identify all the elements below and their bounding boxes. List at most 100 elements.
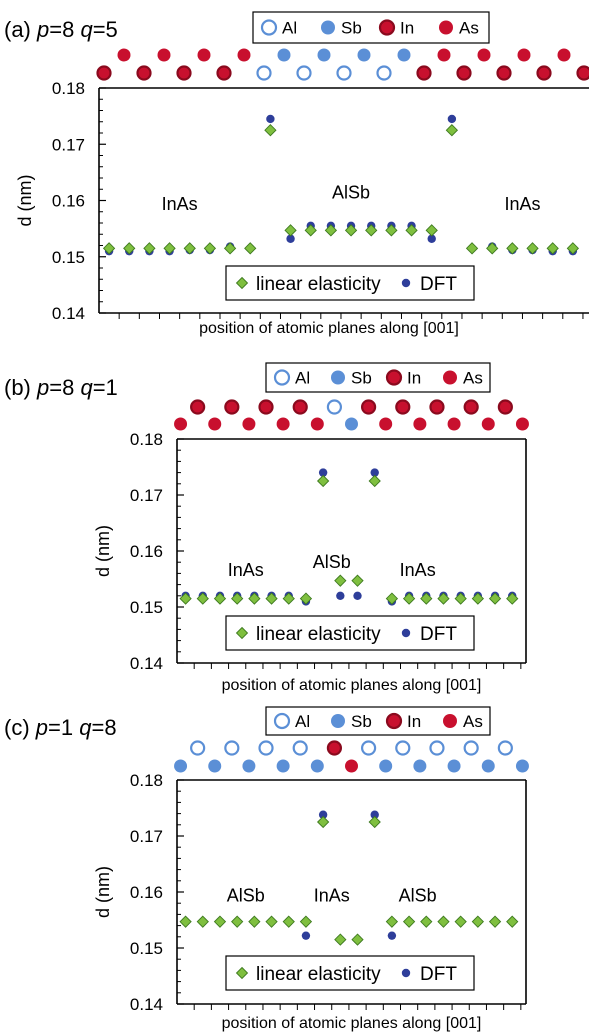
linear-elasticity-point bbox=[405, 224, 418, 237]
atom-in-core bbox=[460, 69, 468, 77]
linear-elasticity-point bbox=[213, 592, 227, 605]
y-tick-label: 0.15 bbox=[52, 248, 85, 267]
linear-elasticity-point bbox=[264, 124, 277, 137]
atom-al bbox=[336, 65, 352, 81]
atom-al bbox=[224, 740, 240, 756]
y-tick-label: 0.18 bbox=[130, 430, 163, 449]
linear-elasticity-point bbox=[488, 592, 502, 605]
region-label: AlSb bbox=[227, 886, 265, 906]
linear-elasticity-point bbox=[163, 242, 176, 255]
panel-label: (b) p=8 q=1 bbox=[4, 375, 118, 400]
y-tick-label: 0.18 bbox=[130, 771, 163, 790]
atom-sb bbox=[242, 759, 256, 773]
region-label: AlSb bbox=[332, 182, 370, 202]
linear-elasticity-point bbox=[123, 242, 136, 255]
dft-point bbox=[353, 591, 362, 600]
legend-atom-label-as: As bbox=[463, 369, 483, 388]
legend-atom-label-in: In bbox=[407, 712, 421, 731]
atom-as bbox=[515, 417, 529, 431]
atom-as bbox=[237, 48, 251, 62]
x-axis-label: position of atomic planes along [001] bbox=[222, 1015, 482, 1032]
atom-as bbox=[437, 48, 451, 62]
y-axis-label: d (nm) bbox=[15, 174, 35, 226]
linear-elasticity-point bbox=[265, 592, 278, 605]
atom-as bbox=[208, 417, 222, 431]
legend-atom-sb bbox=[321, 20, 335, 35]
linear-elasticity-point bbox=[471, 592, 484, 605]
y-axis-label: d (nm) bbox=[93, 525, 113, 577]
linear-elasticity-point bbox=[183, 242, 196, 255]
legend-atom-label-sb: Sb bbox=[351, 712, 372, 731]
linear-elasticity-point bbox=[385, 592, 399, 605]
linear-elasticity-point bbox=[244, 242, 257, 255]
linear-elasticity-point bbox=[265, 915, 278, 928]
linear-elasticity-point bbox=[299, 915, 313, 928]
legend-atom-label-al: Al bbox=[282, 19, 297, 38]
dft-point bbox=[286, 234, 295, 243]
legend-atom-as bbox=[443, 370, 457, 385]
atom-sb bbox=[345, 417, 358, 431]
atom-al bbox=[395, 740, 411, 756]
dft-point bbox=[318, 810, 328, 819]
dft-point bbox=[387, 931, 397, 940]
linear-elasticity-point bbox=[213, 915, 227, 928]
panel-a: (a) p=8 q=5 Al Sb In As0.140.150.160.170.18d… bbox=[4, 11, 589, 337]
linear-elasticity-point bbox=[179, 915, 192, 928]
atom-al bbox=[376, 65, 392, 81]
region-label: AlSb bbox=[313, 552, 351, 572]
legend-linear-label: linear elasticity bbox=[256, 274, 381, 295]
atom-in-core bbox=[227, 403, 236, 411]
linear-elasticity-point bbox=[385, 915, 399, 928]
linear-elasticity-point bbox=[486, 242, 499, 255]
linear-elasticity-point bbox=[143, 242, 156, 255]
atom-as bbox=[276, 417, 290, 431]
linear-elasticity-point bbox=[425, 224, 438, 237]
atom-in-core bbox=[540, 69, 548, 77]
y-tick-label: 0.16 bbox=[130, 542, 163, 561]
atom-sb bbox=[413, 759, 427, 773]
linear-elasticity-point bbox=[248, 592, 261, 605]
region-label: InAs bbox=[314, 886, 350, 906]
linear-elasticity-point bbox=[471, 915, 484, 928]
atom-in-core bbox=[193, 403, 202, 411]
linear-elasticity-point bbox=[506, 915, 519, 928]
linear-elasticity-point bbox=[566, 242, 580, 255]
linear-elasticity-point bbox=[344, 224, 358, 237]
x-axis-label: position of atomic planes along [001] bbox=[199, 320, 459, 337]
atom-in-core bbox=[467, 403, 476, 411]
region-label: InAs bbox=[504, 194, 540, 214]
legend-atom-label-as: As bbox=[463, 712, 483, 731]
panel-label: (c) p=1 q=8 bbox=[4, 715, 117, 740]
linear-elasticity-point bbox=[203, 242, 217, 255]
linear-elasticity-point bbox=[196, 592, 209, 605]
atom-in-core bbox=[500, 69, 508, 77]
atom-in-core bbox=[433, 403, 441, 411]
linear-elasticity-point bbox=[368, 474, 381, 488]
x-axis-label: position of atomic planes along [001] bbox=[222, 677, 482, 694]
atom-in-core bbox=[420, 69, 428, 77]
atom-al bbox=[190, 740, 206, 756]
atom-al bbox=[296, 65, 312, 81]
series-legend-box bbox=[225, 955, 475, 991]
legend-atom-as bbox=[443, 714, 457, 728]
linear-elasticity-point bbox=[437, 915, 450, 928]
linear-elasticity-point bbox=[334, 574, 347, 587]
linear-elasticity-point bbox=[402, 915, 416, 928]
atom-in-core bbox=[262, 403, 270, 411]
dft-point bbox=[370, 810, 379, 819]
atom-al bbox=[360, 740, 377, 756]
legend-atom-sb bbox=[331, 714, 345, 728]
atom-in-core bbox=[398, 403, 407, 411]
legend-atom-sb bbox=[331, 370, 345, 385]
legend-linear-label: linear elasticity bbox=[256, 624, 381, 645]
atom-in-core bbox=[330, 744, 339, 752]
y-tick-label: 0.14 bbox=[130, 995, 163, 1014]
y-tick-label: 0.17 bbox=[130, 827, 163, 846]
legend-atom-label-in: In bbox=[407, 369, 421, 388]
y-tick-label: 0.17 bbox=[130, 486, 163, 505]
linear-elasticity-point bbox=[365, 224, 378, 237]
dft-point bbox=[301, 931, 311, 940]
linear-elasticity-point bbox=[299, 592, 313, 605]
linear-elasticity-point bbox=[316, 474, 330, 488]
